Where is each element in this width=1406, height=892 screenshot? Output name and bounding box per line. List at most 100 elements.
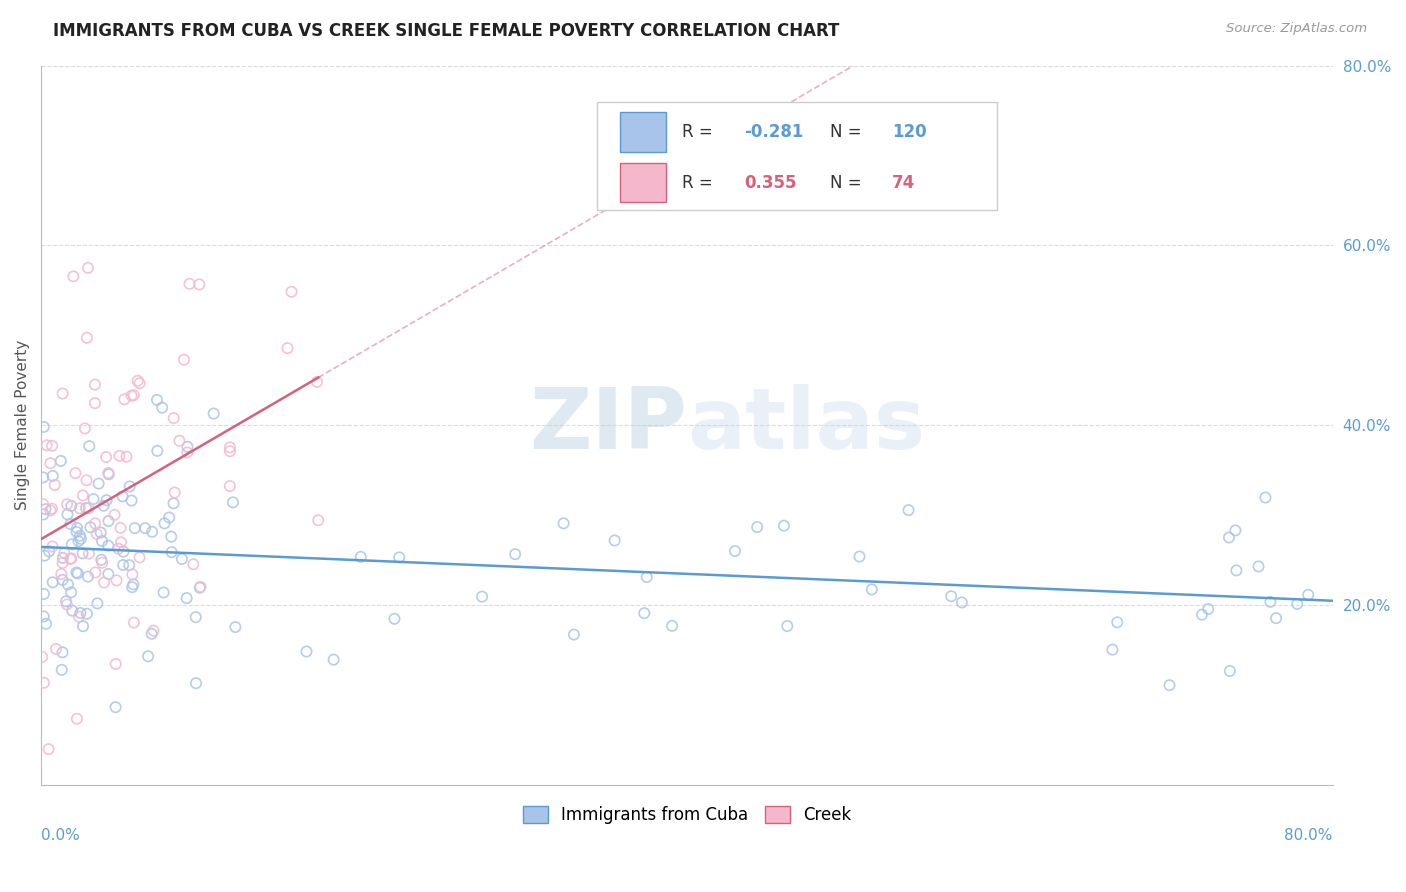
Point (1265, 611, 1288, 625)
Point (76, 331, 98, 345)
Point (176, 440, 198, 454)
Text: 0.355: 0.355 (744, 174, 796, 192)
Point (84, 516, 107, 531)
Point (72, 546, 94, 560)
Point (59, 516, 82, 531)
Point (87, 476, 110, 491)
Point (59, 552, 82, 566)
Text: 120: 120 (893, 123, 927, 141)
Point (76, 607, 98, 621)
Point (128, 550, 150, 565)
Point (897, 503, 920, 517)
Point (503, 547, 526, 561)
Text: -0.281: -0.281 (744, 123, 803, 141)
Point (65, 466, 87, 480)
Point (104, 700, 127, 714)
Point (1159, 678, 1181, 692)
Point (34, 502, 56, 516)
Point (52, 386, 75, 401)
Point (77, 501, 100, 516)
Point (77, 547, 100, 561)
Point (41, 540, 63, 554)
Point (105, 574, 128, 588)
Point (121, 389, 143, 403)
Point (77, 439, 100, 453)
Point (60, 585, 83, 599)
Point (121, 493, 143, 508)
Point (84, 377, 107, 392)
Point (56, 497, 79, 511)
Point (45, 641, 67, 656)
Point (32, 497, 55, 511)
Point (152, 585, 174, 599)
Point (44, 478, 66, 492)
Point (128, 376, 150, 391)
Point (66, 521, 89, 535)
Point (32, 420, 55, 434)
Text: ZIP: ZIP (529, 384, 688, 467)
Point (84, 396, 107, 410)
Text: Source: ZipAtlas.com: Source: ZipAtlas.com (1226, 22, 1367, 36)
Point (295, 644, 318, 658)
Point (55, 594, 77, 608)
Point (146, 443, 169, 458)
Point (142, 624, 165, 638)
Point (90, 553, 112, 567)
Point (51, 567, 73, 582)
Point (65, 524, 87, 539)
Point (38, 742, 60, 756)
Point (51, 556, 73, 570)
Point (127, 374, 149, 388)
Point (41, 439, 63, 453)
Point (388, 550, 411, 565)
Point (107, 541, 129, 556)
Point (1225, 524, 1247, 538)
FancyBboxPatch shape (596, 102, 997, 210)
Point (118, 479, 141, 493)
Point (1219, 664, 1241, 678)
Point (97, 566, 120, 581)
Point (153, 516, 176, 531)
Point (724, 544, 747, 558)
Point (776, 619, 799, 633)
Point (276, 341, 298, 355)
Point (97, 514, 120, 528)
Point (110, 535, 132, 549)
Point (190, 580, 212, 594)
Point (34, 549, 56, 563)
Point (51, 645, 73, 659)
Point (56, 598, 79, 612)
Point (661, 619, 683, 633)
Point (157, 510, 180, 524)
FancyBboxPatch shape (620, 112, 666, 152)
Point (170, 552, 193, 566)
Point (112, 544, 135, 558)
Y-axis label: Single Female Poverty: Single Female Poverty (15, 340, 30, 510)
Point (553, 516, 575, 531)
Point (1254, 491, 1277, 505)
Point (72, 488, 94, 502)
Point (62, 269, 84, 284)
Point (66, 566, 89, 581)
Point (950, 595, 973, 609)
Point (112, 558, 135, 572)
Point (1260, 595, 1282, 609)
Point (633, 606, 655, 620)
Point (471, 590, 494, 604)
Point (118, 558, 141, 573)
Point (179, 277, 201, 291)
Point (35, 616, 58, 631)
Text: 0.0%: 0.0% (41, 829, 80, 843)
Point (72, 619, 94, 633)
Point (35, 438, 58, 452)
Point (90, 525, 112, 540)
Point (97, 539, 120, 553)
Point (773, 518, 796, 533)
Point (32, 609, 55, 624)
Point (94, 450, 117, 464)
Point (41, 501, 63, 516)
Point (202, 407, 225, 421)
Point (93, 575, 115, 590)
Point (1296, 588, 1319, 602)
Point (162, 496, 184, 510)
